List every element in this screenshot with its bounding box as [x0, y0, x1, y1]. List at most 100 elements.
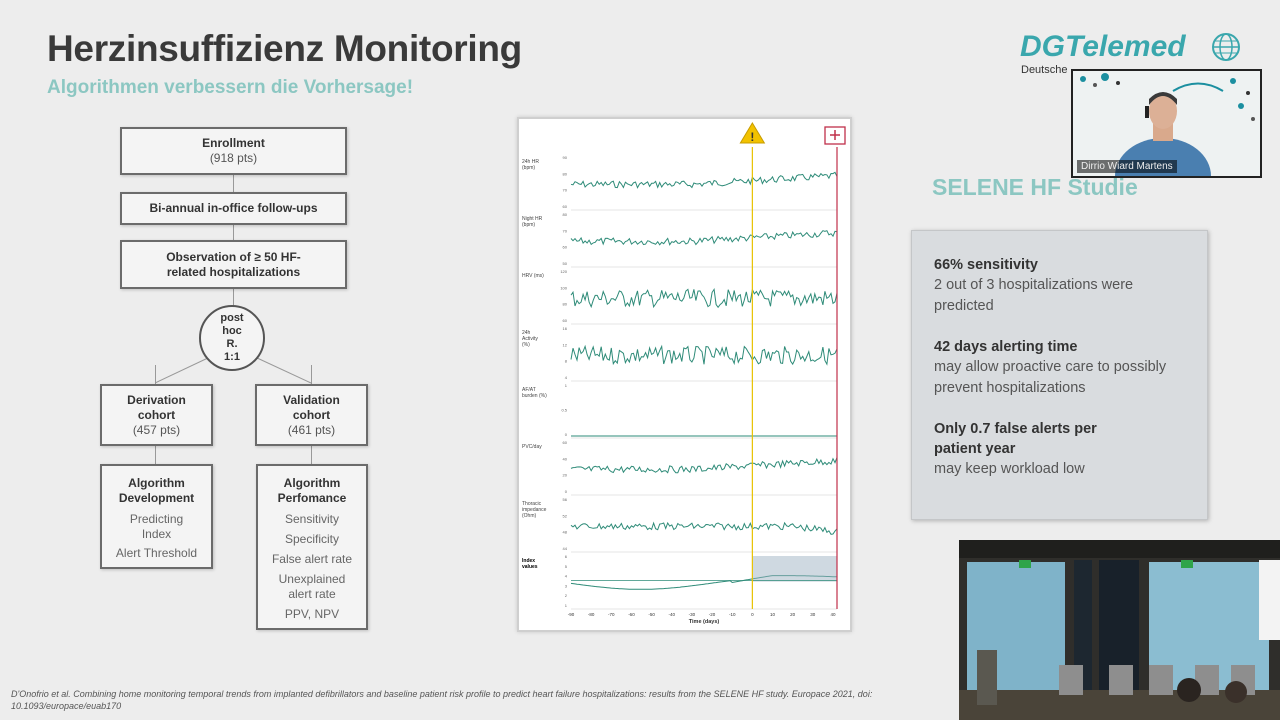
connector: [233, 174, 234, 194]
panel-label: Index values: [522, 558, 538, 570]
series-line: [570, 521, 838, 535]
selene-results-box: 66% sensitivity 2 out of 3 hospitalizati…: [911, 230, 1208, 520]
posthoc-line: post: [220, 312, 244, 324]
y-tick-label: 1: [565, 603, 568, 608]
slide-title: Herzinsuffizienz Monitoring: [47, 28, 522, 69]
trend-chart-panel: 24h HR (bpm) 90 80 70 60 Night HR (bpm) 80 70 60 50…: [517, 117, 852, 632]
panel-label: 24h HR (bpm): [522, 159, 539, 171]
validation-label: Validation cohort: [283, 392, 340, 422]
algorithm-development-box: Algorithm Development Predicting Index A…: [100, 464, 213, 569]
selene-title: SELENE HF Studie: [932, 174, 1138, 200]
result-heading: 42 days alerting time: [934, 339, 1078, 355]
y-tick-label: 56: [563, 497, 568, 502]
y-tick-label: 20: [563, 473, 568, 478]
series-line: [570, 457, 838, 474]
post-hoc-randomization-node: post hoc R. 1:1: [199, 305, 265, 371]
slide-subtitle: Algorithmen verbessern die Vorhersage!: [47, 77, 414, 98]
connector: [233, 288, 234, 306]
y-tick-label: 60: [563, 318, 568, 323]
y-tick-label: 52: [563, 513, 568, 518]
algo-perf-item: Unexplained alert rate: [278, 572, 346, 601]
y-tick-label: 0: [565, 432, 568, 437]
y-tick-label: 70: [563, 188, 568, 193]
derivation-cohort-box: Derivation cohort (457 pts): [100, 384, 213, 446]
y-tick-label: 3: [565, 583, 568, 588]
derivation-label: Derivation cohort: [127, 392, 186, 422]
y-tick-label: 4: [565, 375, 568, 380]
panel-label: Night HR (bpm): [522, 216, 543, 228]
connector: [311, 365, 312, 385]
y-tick-label: 8: [565, 359, 568, 364]
alert-period-shade: [752, 556, 837, 582]
warning-icon-mark: !: [750, 130, 754, 144]
enrollment-box: Enrollment (918 pts): [120, 127, 347, 175]
algo-perf-item: False alert rate: [271, 552, 353, 566]
x-tick-label: -50: [648, 612, 655, 617]
result-heading: 66% sensitivity: [934, 257, 1038, 273]
connector: [311, 445, 312, 465]
connector: [233, 224, 234, 241]
algo-dev-title: Algorithm Development: [118, 476, 195, 505]
x-tick-label: -70: [608, 612, 615, 617]
x-tick-label: 30: [810, 612, 816, 617]
x-tick-label: -60: [628, 612, 635, 617]
warning-icon: [739, 122, 766, 144]
x-tick-label: -80: [588, 612, 595, 617]
y-tick-label: 4: [565, 574, 568, 579]
panel-label: PVC/day: [522, 444, 542, 450]
series-line: [570, 287, 838, 309]
x-tick-label: -20: [709, 612, 716, 617]
y-tick-label: 120: [560, 269, 567, 274]
validation-count: (461 pts): [287, 422, 336, 437]
y-tick-label: 50: [563, 261, 568, 266]
algo-dev-item: Predicting Index: [129, 512, 184, 541]
x-axis-label: Time (days): [689, 619, 720, 625]
y-tick-label: 0: [565, 489, 568, 494]
connector: [155, 365, 156, 385]
result-heading: Only 0.7 false alerts per patient year: [934, 421, 1097, 457]
result-text: may keep workload low: [934, 461, 1085, 477]
x-tick-label: 0: [751, 612, 754, 617]
logo-subtitle: Deutsche: [1021, 64, 1068, 76]
y-tick-label: 40: [563, 456, 568, 461]
y-tick-label: 12: [563, 342, 568, 347]
hospital-icon: [824, 126, 846, 145]
y-tick-label: 100: [560, 285, 567, 290]
y-tick-label: 5: [565, 564, 568, 569]
panel-label: Thoracic impedance (Ohm): [522, 501, 547, 519]
y-tick-label: 2: [565, 593, 568, 598]
speaker-webcam: Dirrio Wiard Martens: [1071, 69, 1262, 178]
y-tick-label: 60: [563, 245, 568, 250]
algo-dev-item: Alert Threshold: [115, 546, 198, 560]
y-tick-label: 80: [563, 171, 568, 176]
algo-perf-item: PPV, NPV: [284, 607, 340, 621]
y-tick-label: 0.5: [561, 408, 567, 413]
y-tick-label: 60: [563, 204, 568, 209]
result-text: may allow proactive care to possibly pre…: [934, 359, 1167, 396]
y-tick-label: 6: [565, 554, 568, 559]
derivation-count: (457 pts): [132, 422, 181, 437]
panel-label: HRV (ms): [522, 273, 544, 279]
series-line: [570, 344, 838, 366]
y-tick-label: 70: [563, 228, 568, 233]
connector: [155, 445, 156, 465]
algorithm-performance-box: Algorithm Perfomance Sensitivity Specifi…: [256, 464, 368, 630]
panel-label: 24h Activity (%): [522, 330, 538, 348]
series-line: [570, 230, 838, 246]
x-tick-label: -10: [729, 612, 736, 617]
x-tick-label: -40: [668, 612, 675, 617]
posthoc-line: 1:1: [224, 351, 240, 363]
observation-label: Observation of ≥ 50 HF-related hospitali…: [166, 249, 301, 279]
x-tick-label: 40: [830, 612, 836, 617]
y-tick-label: 16: [563, 326, 568, 331]
enrollment-label: Enrollment: [202, 136, 265, 150]
series-line: [570, 171, 838, 189]
citation: D'Onofrio et al. Combining home monitori…: [11, 689, 873, 711]
hospital-cross-icon: [830, 130, 840, 140]
x-tick-label: 10: [770, 612, 776, 617]
panel-label: AF/AT burden (%): [522, 387, 547, 399]
branch-lines: [155, 356, 312, 384]
validation-cohort-box: Validation cohort (461 pts): [255, 384, 368, 446]
